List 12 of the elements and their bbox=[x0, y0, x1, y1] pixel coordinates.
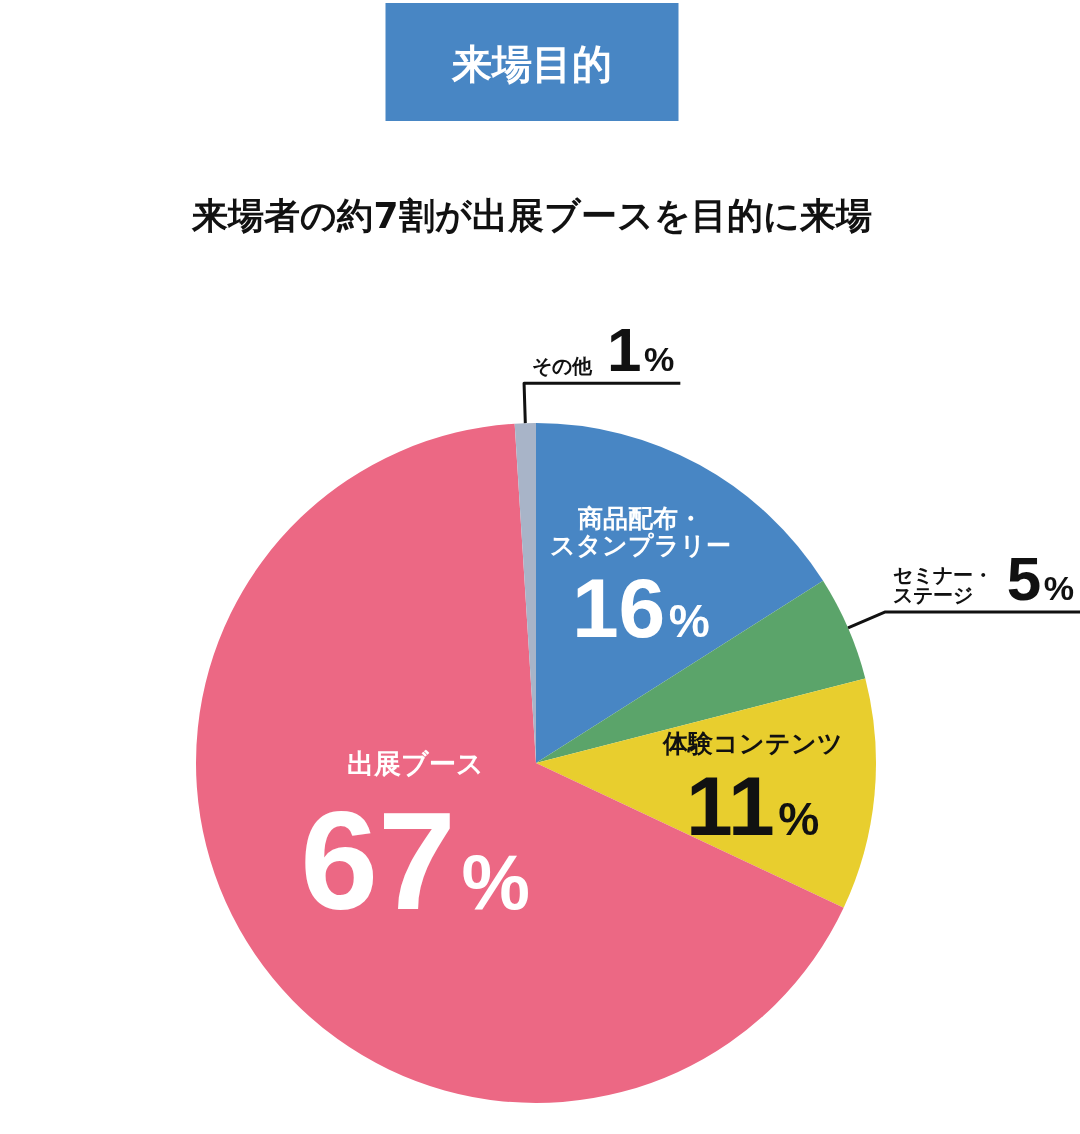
data-label: 16% bbox=[571, 561, 710, 656]
slice-label: 商品配布・スタンプラリー bbox=[550, 504, 732, 561]
data-label: 11% bbox=[686, 759, 820, 854]
title: 来場目的 bbox=[452, 41, 612, 87]
data-label: 67% bbox=[300, 781, 530, 939]
slice-label: 体験コンテンツ bbox=[662, 728, 843, 758]
subtitle: 来場者の約7割が出展ブースを目的に来場 bbox=[192, 195, 872, 236]
slice-label: 出展ブース bbox=[346, 748, 484, 780]
data-label: 1% bbox=[607, 315, 675, 385]
slice-label: セミナー・ステージ bbox=[892, 563, 993, 608]
data-label: 5% bbox=[1006, 544, 1074, 614]
slice-label: その他 bbox=[532, 354, 593, 379]
